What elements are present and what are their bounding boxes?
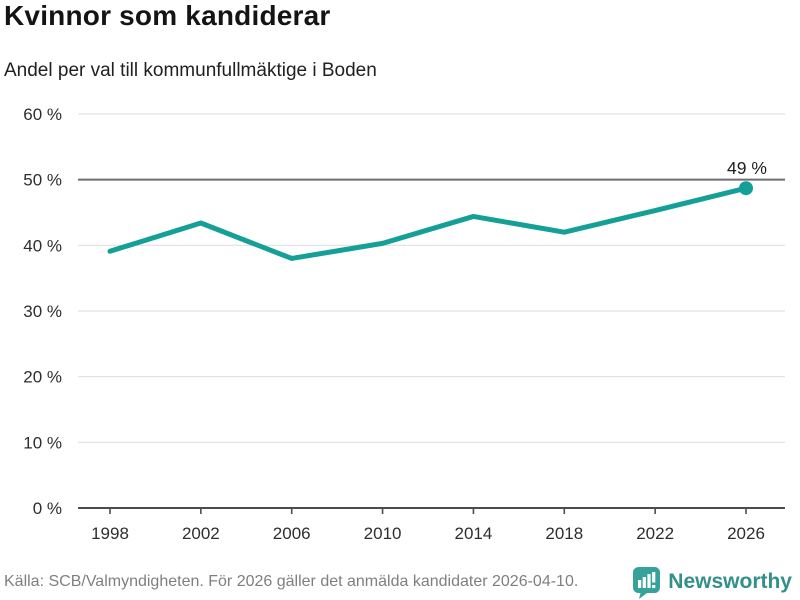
y-tick-label: 50 % bbox=[23, 171, 62, 190]
x-tick-label: 2002 bbox=[182, 524, 220, 543]
chart-subtitle: Andel per val till kommunfullmäktige i B… bbox=[4, 60, 377, 81]
newsworthy-logo: Newsworthy bbox=[632, 566, 792, 599]
x-tick-label: 1998 bbox=[91, 524, 129, 543]
chart-title: Kvinnor som kandiderar bbox=[4, 0, 331, 31]
brand-name: Newsworthy bbox=[668, 570, 792, 593]
y-tick-label: 0 % bbox=[33, 499, 62, 518]
x-tick-label: 2026 bbox=[727, 524, 765, 543]
x-tick-label: 2022 bbox=[636, 524, 674, 543]
y-tick-label: 40 % bbox=[23, 236, 62, 255]
source-note: Källa: SCB/Valmyndigheten. För 2026 gäll… bbox=[4, 573, 579, 590]
x-tick-label: 2006 bbox=[273, 524, 311, 543]
x-tick-label: 2014 bbox=[455, 524, 493, 543]
newsworthy-bubble-chart-icon bbox=[633, 566, 661, 599]
end-point-label: 49 % bbox=[727, 158, 767, 178]
footer: Källa: SCB/Valmyndigheten. För 2026 gäll… bbox=[4, 565, 792, 599]
y-tick-label: 60 % bbox=[23, 105, 62, 124]
y-tick-label: 20 % bbox=[23, 368, 62, 387]
end-point-marker bbox=[739, 181, 753, 196]
y-tick-label: 10 % bbox=[23, 433, 62, 452]
y-tick-label: 30 % bbox=[23, 302, 62, 321]
data-line bbox=[107, 185, 749, 261]
x-tick-label: 2018 bbox=[545, 524, 583, 543]
x-tick-label: 2010 bbox=[364, 524, 402, 543]
